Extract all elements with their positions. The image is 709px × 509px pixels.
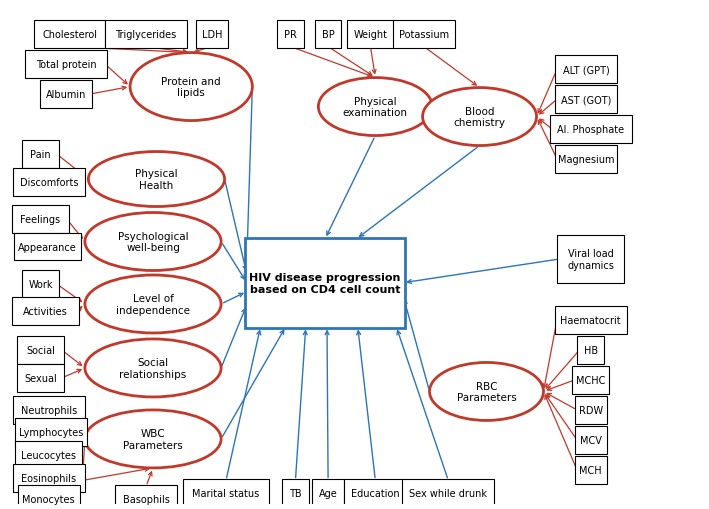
FancyBboxPatch shape — [17, 336, 64, 364]
FancyBboxPatch shape — [345, 479, 406, 507]
Text: Magnesium: Magnesium — [557, 155, 614, 165]
Text: Total protein: Total protein — [36, 60, 96, 70]
Ellipse shape — [85, 213, 221, 271]
FancyBboxPatch shape — [40, 81, 92, 109]
FancyBboxPatch shape — [555, 56, 617, 84]
Ellipse shape — [85, 275, 221, 333]
Text: Sex while drunk: Sex while drunk — [409, 488, 487, 498]
Text: AST (GOT): AST (GOT) — [561, 95, 611, 105]
FancyBboxPatch shape — [555, 146, 617, 174]
FancyBboxPatch shape — [315, 21, 342, 49]
Text: RBC
Parameters: RBC Parameters — [457, 381, 516, 403]
Text: Age: Age — [319, 488, 337, 498]
FancyBboxPatch shape — [577, 336, 604, 364]
Text: Social
relationships: Social relationships — [119, 357, 186, 379]
FancyBboxPatch shape — [105, 21, 187, 49]
FancyBboxPatch shape — [22, 141, 59, 168]
Text: Albumin: Albumin — [46, 90, 86, 100]
FancyBboxPatch shape — [13, 168, 84, 196]
Text: Lymphocytes: Lymphocytes — [18, 428, 83, 438]
FancyBboxPatch shape — [196, 21, 228, 49]
Text: MCH: MCH — [579, 465, 602, 475]
FancyBboxPatch shape — [115, 485, 177, 509]
Text: Protein and
lipids: Protein and lipids — [162, 77, 221, 98]
Text: BP: BP — [322, 30, 335, 40]
Text: Social: Social — [26, 345, 55, 355]
FancyBboxPatch shape — [282, 479, 309, 507]
Ellipse shape — [85, 340, 221, 397]
FancyBboxPatch shape — [575, 396, 607, 424]
Ellipse shape — [423, 89, 537, 146]
Text: Viral load
dynamics: Viral load dynamics — [567, 249, 614, 270]
Ellipse shape — [318, 78, 432, 136]
Text: Physical
examination: Physical examination — [343, 97, 408, 118]
FancyBboxPatch shape — [575, 426, 607, 454]
Text: Activities: Activities — [23, 307, 67, 317]
Text: HIV disease progression
based on CD4 cell count: HIV disease progression based on CD4 cel… — [250, 272, 401, 294]
Text: WBC
Parameters: WBC Parameters — [123, 428, 183, 450]
Text: Potassium: Potassium — [399, 30, 449, 40]
Ellipse shape — [85, 410, 221, 468]
Text: Education: Education — [351, 488, 400, 498]
Text: Pain: Pain — [30, 150, 51, 160]
FancyBboxPatch shape — [555, 86, 617, 114]
Ellipse shape — [89, 152, 225, 207]
FancyBboxPatch shape — [16, 441, 82, 469]
FancyBboxPatch shape — [13, 396, 84, 424]
FancyBboxPatch shape — [550, 116, 632, 144]
FancyBboxPatch shape — [13, 464, 84, 492]
FancyBboxPatch shape — [17, 364, 64, 392]
FancyBboxPatch shape — [183, 479, 269, 507]
Text: Discomforts: Discomforts — [20, 177, 78, 187]
Ellipse shape — [430, 363, 544, 420]
Text: Blood
chemistry: Blood chemistry — [454, 106, 506, 128]
Text: PR: PR — [284, 30, 297, 40]
FancyBboxPatch shape — [15, 418, 86, 446]
Text: Neutrophils: Neutrophils — [21, 405, 77, 415]
Text: LDH: LDH — [202, 30, 223, 40]
Text: Eosinophils: Eosinophils — [21, 473, 77, 483]
FancyBboxPatch shape — [393, 21, 455, 49]
Text: Feelings: Feelings — [21, 215, 60, 224]
Text: Appearance: Appearance — [18, 242, 77, 252]
Text: HB: HB — [584, 345, 598, 355]
Text: Marital status: Marital status — [192, 488, 259, 498]
Text: MCHC: MCHC — [576, 375, 605, 385]
FancyBboxPatch shape — [403, 479, 494, 507]
FancyBboxPatch shape — [555, 306, 627, 334]
FancyBboxPatch shape — [12, 206, 69, 234]
Text: Triglycerides: Triglycerides — [116, 30, 177, 40]
Text: TB: TB — [289, 488, 302, 498]
FancyBboxPatch shape — [347, 21, 393, 49]
Text: Level of
independence: Level of independence — [116, 294, 190, 315]
Text: Al. Phosphate: Al. Phosphate — [557, 125, 625, 135]
FancyBboxPatch shape — [312, 479, 344, 507]
Text: Psychological
well-being: Psychological well-being — [118, 231, 189, 253]
Text: RDW: RDW — [579, 405, 603, 415]
FancyBboxPatch shape — [575, 456, 607, 484]
FancyBboxPatch shape — [22, 270, 59, 298]
Text: Haematocrit: Haematocrit — [560, 316, 621, 325]
FancyBboxPatch shape — [34, 21, 106, 49]
Text: MCV: MCV — [580, 435, 602, 445]
FancyBboxPatch shape — [12, 298, 79, 326]
Text: ALT (GPT): ALT (GPT) — [562, 65, 609, 75]
Ellipse shape — [130, 53, 252, 121]
FancyBboxPatch shape — [557, 236, 624, 284]
Text: Cholesterol: Cholesterol — [42, 30, 97, 40]
Text: Work: Work — [28, 279, 52, 290]
Text: Leucocytes: Leucocytes — [21, 450, 77, 460]
FancyBboxPatch shape — [277, 21, 304, 49]
Text: Physical
Health: Physical Health — [135, 169, 178, 190]
Text: Basophils: Basophils — [123, 494, 169, 504]
Text: Sexual: Sexual — [24, 373, 57, 383]
FancyBboxPatch shape — [14, 233, 81, 261]
FancyBboxPatch shape — [18, 485, 79, 509]
Text: Monocytes: Monocytes — [23, 494, 75, 504]
FancyBboxPatch shape — [26, 51, 107, 79]
Text: Weight: Weight — [354, 30, 388, 40]
FancyBboxPatch shape — [245, 238, 406, 328]
FancyBboxPatch shape — [572, 366, 609, 394]
